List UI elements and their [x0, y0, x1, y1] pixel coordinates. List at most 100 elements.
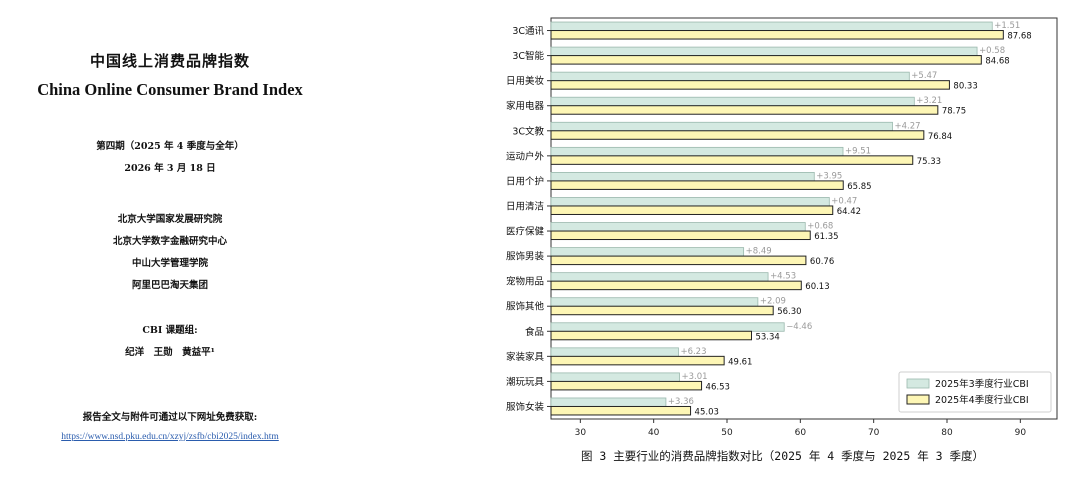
value-label: 46.53: [706, 382, 730, 392]
institution-4: 阿里巴巴淘天集团: [131, 280, 208, 291]
publish-date: 2026 年 3 月 18 日: [124, 163, 216, 174]
bar-q4: [550, 230, 811, 241]
bar-q4: [550, 80, 950, 90]
category-label: 服饰其他: [506, 301, 545, 313]
change-label: +1.51: [994, 21, 1020, 31]
institution-3: 中山大学管理学院: [131, 258, 208, 269]
value-label: 45.03: [695, 407, 719, 417]
chart-figure: 30 40 50 60 70 80 90 3C通讯 +1.51 87.68 3C智能 +0.58 84.…: [495, 10, 1070, 480]
bar-q3: [550, 347, 679, 357]
change-label: +3.36: [668, 397, 694, 407]
change-label: +8.49: [746, 247, 772, 257]
report-title-cn: 中国线上消费品牌指数: [89, 52, 250, 70]
category-label: 食品: [525, 326, 544, 338]
bar-q3: [550, 272, 769, 282]
bar-q4: [550, 205, 834, 215]
change-label: +3.95: [816, 171, 842, 181]
bar-q4: [550, 380, 703, 391]
x-tick-label: 80: [941, 428, 953, 438]
bar-q4: [550, 330, 752, 341]
category-label: 服饰女装: [506, 401, 545, 413]
bar-q4: [550, 55, 982, 65]
legend-swatch-q4: [906, 394, 930, 405]
bar-q3: [550, 121, 893, 132]
x-tick-label: 40: [648, 428, 660, 438]
team-label: CBI 课题组:: [142, 325, 198, 336]
category-label: 日用清洁: [506, 200, 544, 212]
bar-q4: [550, 405, 692, 416]
bar-q3: [550, 71, 910, 82]
change-label: +0.68: [807, 222, 833, 232]
bar-q3: [550, 21, 993, 31]
authors: 纪洋 王勋 黄益平¹: [125, 347, 215, 358]
category-label: 日用个护: [506, 175, 544, 187]
bar-q3: [550, 372, 680, 382]
change-label: +3.21: [916, 96, 942, 106]
value-label: 80.33: [953, 82, 977, 92]
change-label: +9.51: [845, 146, 871, 156]
value-label: 53.34: [755, 332, 779, 342]
category-label: 家装家具: [506, 351, 545, 363]
value-label: 87.68: [1007, 32, 1031, 42]
plot-frame: [550, 17, 1058, 420]
value-label: 56.30: [777, 307, 801, 317]
category-label: 日用美妆: [506, 75, 545, 87]
bar-q3: [550, 397, 667, 407]
x-tick-label: 50: [721, 428, 733, 438]
change-label: +4.27: [895, 121, 921, 131]
category-label: 服饰男装: [506, 251, 545, 263]
institution-2: 北京大学数字金融研究中心: [112, 236, 227, 247]
bar-q3: [550, 96, 915, 107]
value-label: 84.68: [985, 57, 1009, 67]
legend-swatch-q3: [906, 378, 930, 389]
bar-q4: [550, 255, 807, 266]
change-label: +4.53: [770, 272, 796, 282]
change-label: +0.58: [979, 46, 1005, 56]
category-label: 运动户外: [506, 150, 545, 162]
legend-label-q3: 2025年3季度行业CBI: [935, 378, 1029, 390]
legend-label-q4: 2025年4季度行业CBI: [935, 394, 1029, 406]
report-url-link[interactable]: https://www.nsd.pku.edu.cn/xzyj/zsfb/cbi…: [61, 432, 279, 442]
bar-q4: [550, 130, 925, 140]
value-label: 60.76: [810, 257, 834, 267]
category-label: 家用电器: [506, 100, 545, 112]
x-tick-label: 70: [868, 428, 880, 438]
bar-q4: [550, 180, 844, 190]
category-label: 宠物用品: [506, 276, 544, 288]
bar-q4: [550, 105, 939, 115]
category-label: 3C智能: [512, 50, 544, 62]
category-label: 潮玩玩具: [506, 376, 545, 388]
bar-q4: [550, 30, 1004, 40]
change-label: +0.47: [831, 196, 857, 206]
bar-q3: [550, 197, 830, 207]
bar-q4: [550, 280, 802, 291]
bar-q4: [550, 355, 725, 366]
bar-q4: [550, 155, 914, 165]
x-tick-label: 60: [795, 428, 807, 438]
legend-box: [898, 371, 1052, 413]
value-label: 49.61: [728, 357, 752, 367]
bar-q3: [550, 297, 759, 307]
category-label: 3C文教: [512, 125, 544, 137]
change-label: −4.46: [786, 322, 812, 332]
change-label: +6.23: [680, 347, 706, 357]
bar-q3: [550, 146, 844, 157]
category-label: 医疗保健: [506, 226, 545, 238]
value-label: 65.85: [847, 182, 871, 192]
bar-q3: [550, 322, 785, 332]
x-tick-label: 30: [575, 428, 587, 438]
value-label: 76.84: [928, 132, 952, 142]
chart-caption: 图 3 主要行业的消费品牌指数对比（2025 年 4 季度与 2025 年 3 …: [581, 449, 984, 463]
category-label: 3C通讯: [512, 26, 544, 37]
issue-label: 第四期（2025 年 4 季度与全年）: [96, 141, 244, 152]
bar-q3: [550, 222, 806, 232]
bar-q4: [550, 305, 774, 316]
value-label: 60.13: [805, 282, 829, 292]
bar-q3: [550, 46, 978, 56]
change-label: +2.09: [760, 297, 786, 307]
cover-page: 中国线上消费品牌指数 China Online Consumer Brand I…: [0, 0, 340, 486]
report-title-en: China Online Consumer Brand Index: [37, 80, 303, 99]
value-label: 64.42: [837, 207, 861, 217]
bar-q3: [550, 172, 815, 182]
